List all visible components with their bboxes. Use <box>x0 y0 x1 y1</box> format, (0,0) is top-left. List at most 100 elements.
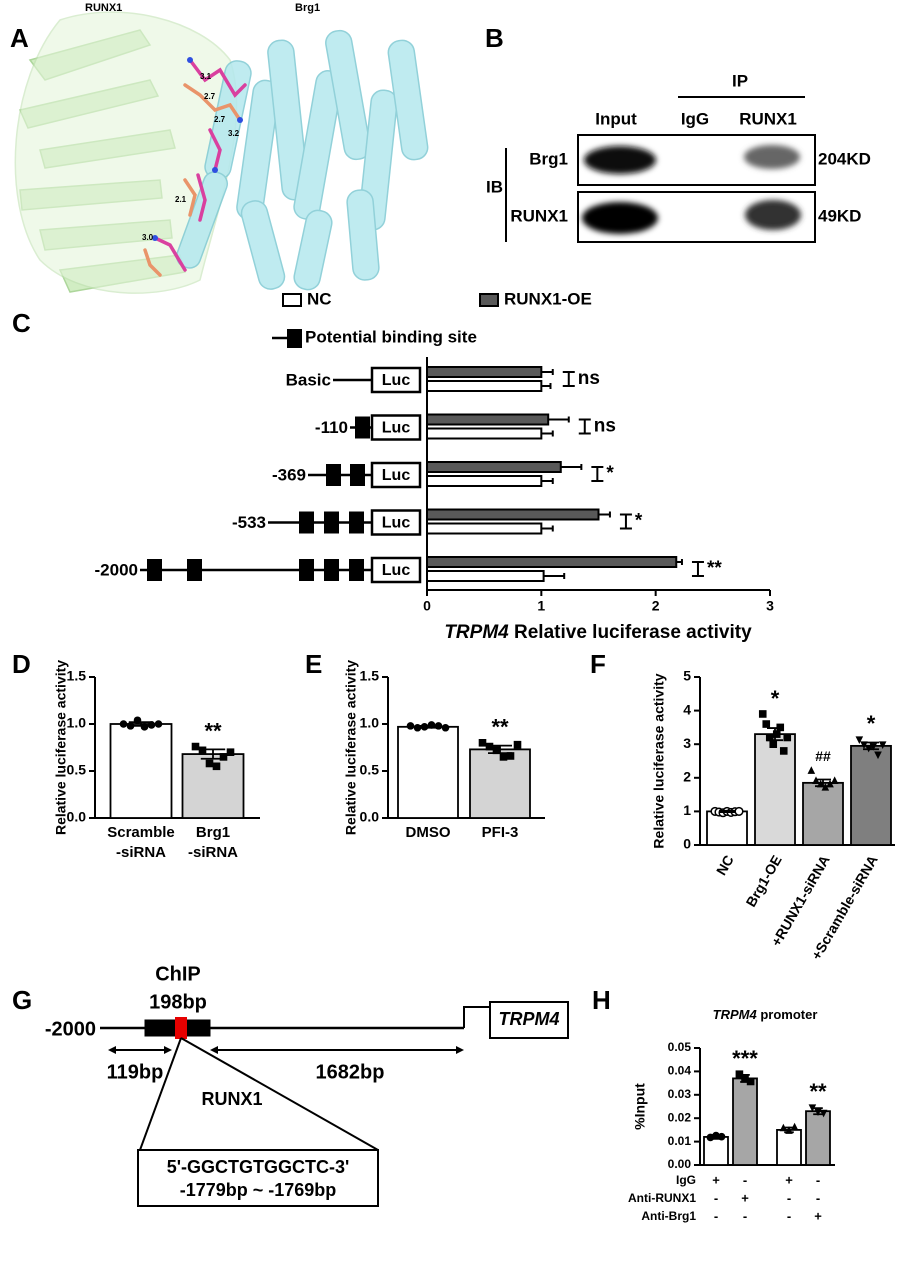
data-point <box>808 1104 817 1113</box>
x-tick-label: -siRNA <box>116 844 166 861</box>
x-axis-label-text: Relative luciferase activity <box>514 622 752 643</box>
data-point <box>513 740 522 749</box>
y-tick-label: 0.04 <box>668 1064 692 1078</box>
significance-label: ## <box>815 748 831 764</box>
reporter-box <box>370 556 422 584</box>
data-point <box>765 733 774 742</box>
construct-label: -2000 <box>95 560 138 579</box>
data-point <box>758 710 767 718</box>
bar <box>706 810 748 846</box>
data-point <box>506 752 515 760</box>
data-point <box>734 806 744 816</box>
ib-label: IB <box>486 177 503 196</box>
size-label: 204KD <box>818 149 871 168</box>
reporter-label: Luc <box>382 372 411 389</box>
condition-mark: - <box>787 1190 791 1205</box>
y-tick-label: 1.0 <box>67 715 87 731</box>
binding-site <box>355 416 370 439</box>
legend-site <box>287 329 302 348</box>
condition-mark: - <box>743 1172 747 1187</box>
size-label: 49KD <box>818 206 861 225</box>
error-bar <box>200 748 226 760</box>
data-point <box>783 733 792 742</box>
significance-label: * <box>867 711 876 736</box>
significance-bracket <box>562 371 575 387</box>
data-point <box>140 723 149 731</box>
data-point <box>762 720 771 728</box>
data-point <box>772 730 781 738</box>
data-point <box>219 753 228 761</box>
error-bar <box>784 1126 794 1134</box>
error-bar <box>548 416 570 423</box>
y-tick-label: 5 <box>683 668 691 684</box>
y-tick-label: 1.5 <box>360 668 380 684</box>
significance-bracket <box>619 513 632 530</box>
error-bar <box>541 430 554 437</box>
y-tick-label: 0.01 <box>668 1134 692 1148</box>
bar <box>426 413 550 426</box>
legend-label: Potential binding site <box>305 327 477 346</box>
panel-label: E <box>305 649 322 679</box>
condition-mark: + <box>712 1172 720 1187</box>
condition-mark: - <box>816 1172 820 1187</box>
gene-label: TRPM4 <box>498 1009 559 1029</box>
error-bar <box>767 727 783 742</box>
y-tick-label: 0.5 <box>360 762 380 778</box>
panel-a: A RUNX1 Brg1 3.1 2.7 2.7 3.2 2.1 3.0 <box>10 2 429 294</box>
data-point <box>478 739 487 747</box>
bar <box>805 1110 831 1166</box>
bar <box>426 475 543 487</box>
binding-site <box>349 511 364 534</box>
binding-site <box>324 559 339 581</box>
significance-label: * <box>606 463 614 484</box>
motif-box <box>137 1149 379 1207</box>
chart-title: TRPM4 promoter <box>713 1007 818 1022</box>
data-point <box>830 776 839 784</box>
x-tick-label: -siRNA <box>188 844 238 861</box>
y-tick-label: 1.0 <box>360 715 380 731</box>
panel-label: A <box>10 23 29 53</box>
data-point <box>855 736 864 744</box>
data-point <box>499 753 508 761</box>
condition-mark: - <box>714 1190 718 1205</box>
data-point <box>779 1123 788 1132</box>
arrow-head <box>164 1046 172 1054</box>
data-point <box>119 720 128 728</box>
distance-label: 2.1 <box>175 195 187 204</box>
significance-label: ns <box>578 368 600 389</box>
error-bar <box>541 478 554 484</box>
y-tick-label: 0 <box>683 836 691 852</box>
error-bar <box>711 1134 721 1140</box>
data-point <box>735 1070 744 1079</box>
legend-swatch <box>479 293 499 307</box>
binding-site <box>349 559 364 581</box>
error-bar <box>541 383 552 389</box>
blot-label: RUNX1 <box>510 206 568 225</box>
binding-site <box>324 511 339 534</box>
data-point <box>878 741 887 749</box>
y-tick-label: 0.05 <box>668 1040 692 1054</box>
condition-mark: - <box>787 1208 791 1223</box>
data-point <box>790 1122 799 1131</box>
data-point <box>191 742 200 751</box>
bar <box>426 570 545 582</box>
bar <box>469 748 531 819</box>
significance-bracket <box>591 466 604 482</box>
binding-site <box>350 464 365 486</box>
span-label: 119bp <box>107 1061 164 1083</box>
bar <box>426 508 600 521</box>
reporter-box <box>370 461 422 489</box>
ip-label: IP <box>732 71 748 90</box>
x-tick-label: Scramble <box>107 824 175 841</box>
gene-box <box>489 1001 569 1039</box>
binding-site <box>299 559 314 581</box>
y-tick-label: 2 <box>683 769 691 785</box>
interface-residues <box>143 57 247 277</box>
y-axis-label: Relative luciferase activity <box>651 673 667 848</box>
lane-label: RUNX1 <box>739 109 797 128</box>
binding-site <box>187 559 202 581</box>
y-tick-label: 0.03 <box>668 1087 692 1101</box>
significance-label: *** <box>732 1046 758 1071</box>
binding-site <box>147 559 162 581</box>
